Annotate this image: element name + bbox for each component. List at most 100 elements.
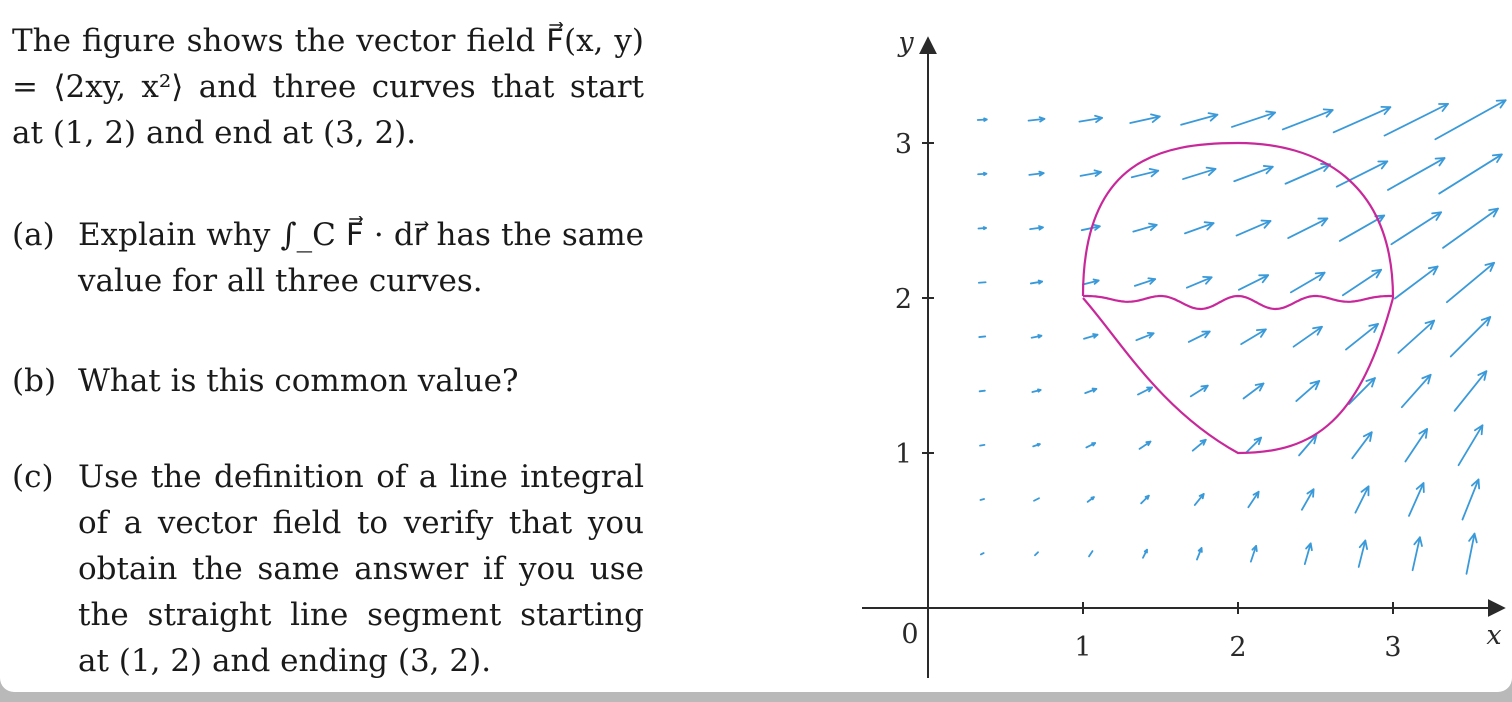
upper-arc-curve (1081, 141, 1395, 299)
part-b-text: What is this common value? (78, 363, 519, 399)
problem-text: The figure shows the vector field F⃗(x, … (12, 18, 644, 684)
vector-arrow-shaft (1390, 211, 1442, 246)
vector-arrow-shaft (1397, 319, 1436, 354)
vector-arrow (979, 443, 986, 447)
vector-arrow-head (1418, 428, 1429, 439)
vector-arrow-shaft (1237, 274, 1270, 291)
vector-arrow-head (1205, 166, 1217, 176)
vector-arrow (1397, 319, 1436, 354)
vector-arrow (977, 171, 988, 176)
vector-arrow-head (1251, 544, 1258, 553)
vector-arrow-shaft (1281, 109, 1334, 131)
vector-arrow-shaft (1240, 328, 1267, 346)
vector-arrow-head (1431, 211, 1442, 221)
vector-arrow-head (1094, 114, 1103, 124)
vector-arrow-head (1091, 387, 1098, 393)
vector-arrow-shaft (1393, 265, 1439, 300)
vector-arrow-shaft (1191, 438, 1207, 452)
vector-arrow (979, 498, 985, 501)
x-tick-label-2: 2 (1229, 632, 1246, 663)
vector-arrow (1387, 157, 1446, 191)
vector-arrow (1029, 225, 1044, 231)
vector-arrow (1393, 265, 1439, 300)
vector-arrow (1129, 113, 1161, 124)
vector-arrow (1032, 442, 1041, 448)
vector-arrow-head (1146, 386, 1153, 393)
vector-arrow (1457, 424, 1484, 467)
vector-arrow-shaft (1408, 482, 1425, 517)
vector-arrow-head (1037, 388, 1042, 393)
vector-arrow-shaft (1137, 386, 1153, 396)
vector-arrow (1404, 428, 1429, 463)
vector-arrow-head (1254, 382, 1265, 392)
vector-arrow-head (1317, 217, 1329, 227)
part-b: (b) What is this common value? (12, 358, 644, 404)
vector-arrow-head (983, 171, 988, 176)
vector-arrow-head (1365, 377, 1376, 388)
vector-arrow-head (1037, 279, 1044, 285)
vector-arrow (1335, 160, 1389, 188)
vector-arrow (1142, 548, 1148, 559)
vector-arrow-head (1198, 492, 1205, 500)
vector-arrow (979, 552, 985, 556)
vector-arrow-shaft (1247, 490, 1260, 509)
vector-arrow-head (1091, 442, 1097, 447)
y-axis-label: y (897, 27, 914, 58)
x-tick-label-3: 3 (1384, 632, 1401, 663)
vector-arrow-head (1145, 440, 1152, 447)
vector-arrow-head (1470, 478, 1481, 490)
vector-arrow (1438, 153, 1503, 195)
vector-arrow (1357, 539, 1368, 568)
vector-arrow-head (1262, 165, 1274, 175)
vector-arrow-shaft (1132, 224, 1158, 233)
vector-arrow-shaft (1193, 492, 1205, 507)
vector-arrow (1027, 116, 1046, 123)
vector-arrow-shaft (1129, 115, 1161, 124)
vector-arrow-shaft (1295, 380, 1321, 402)
vector-arrow-head (1037, 334, 1043, 339)
vector-arrow (1081, 278, 1100, 286)
vector-arrow-head (1207, 112, 1219, 122)
vector-arrow-shaft (1242, 382, 1265, 400)
vector-arrow (1196, 547, 1203, 561)
vector-arrow-shaft (1081, 279, 1100, 286)
vector-arrow-shaft (1078, 116, 1103, 123)
vector-arrow (1034, 551, 1039, 557)
vector-arrow-head (1148, 222, 1158, 231)
vector-arrow-head (1368, 323, 1379, 333)
vector-arrow (1084, 387, 1098, 394)
vector-arrow-shaft (1387, 157, 1446, 191)
vector-arrow-shaft (1357, 539, 1367, 568)
vector-arrow-shaft (1461, 478, 1480, 521)
origin-label: 0 (901, 619, 918, 650)
vector-arrow-head (1413, 536, 1423, 547)
part-c: (c) Use the definition of a line integra… (12, 454, 644, 684)
vector-arrow-head (1480, 316, 1492, 327)
vector-arrow-head (1488, 207, 1499, 218)
vector-arrow-head (1477, 370, 1488, 381)
vector-arrow-shaft (1341, 268, 1383, 297)
vector-arrow-head (1438, 102, 1449, 112)
vector-arrow-shaft (1404, 428, 1429, 463)
vector-arrow (1408, 482, 1425, 517)
vector-arrow-shaft (1185, 276, 1213, 289)
vector-arrow (1029, 279, 1044, 285)
vector-arrow-shaft (1079, 171, 1102, 177)
vector-arrow-head (1421, 373, 1432, 385)
lower-arc-curve (1082, 297, 1395, 455)
vector-arrow-shaft (1284, 163, 1331, 185)
vector-arrow (1295, 380, 1321, 402)
vector-arrow-head (1092, 333, 1099, 339)
vector-arrow-shaft (1028, 172, 1045, 176)
vector-arrow-head (1424, 319, 1436, 330)
vector-arrow-shaft (979, 443, 986, 447)
vector-arrow (1292, 325, 1323, 348)
vector-arrow-head (1305, 542, 1313, 552)
vector-arrow (976, 117, 988, 122)
vector-arrow-head (1201, 330, 1211, 339)
vector-arrow (1354, 485, 1370, 514)
vector-arrow (1449, 316, 1492, 358)
vector-arrow-shaft (1187, 330, 1211, 343)
part-a-label: (a) (12, 217, 55, 253)
